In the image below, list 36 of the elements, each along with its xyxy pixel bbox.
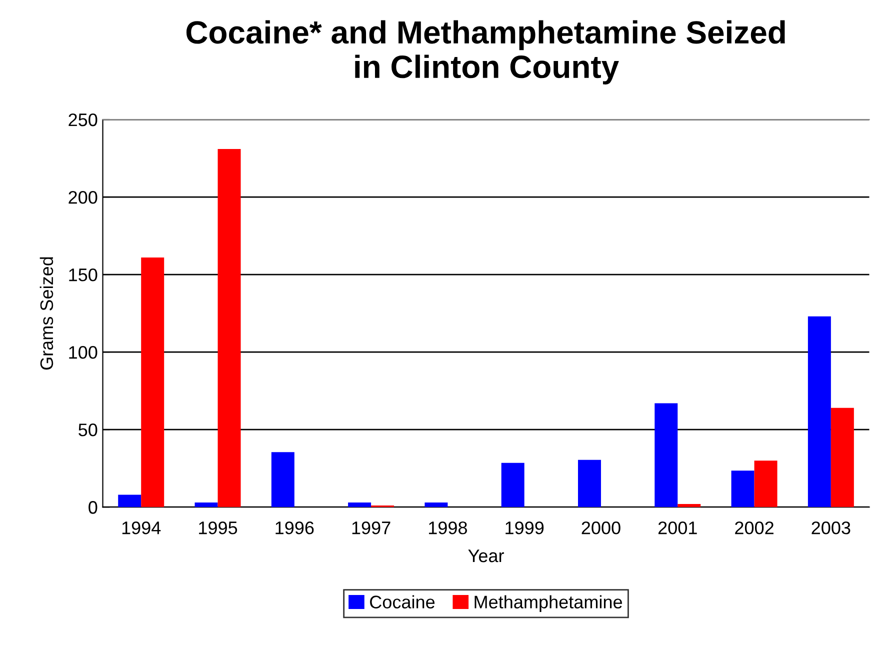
bar bbox=[808, 316, 831, 508]
bar bbox=[830, 408, 854, 508]
y-tick-label: 0 bbox=[88, 501, 98, 514]
x-tick-label: 2003 bbox=[812, 521, 850, 534]
bar bbox=[424, 502, 448, 508]
bar bbox=[194, 502, 218, 508]
legend-label: Methamphetamine bbox=[474, 595, 622, 612]
x-tick-label: 1995 bbox=[199, 521, 238, 534]
y-tick-label: 100 bbox=[69, 346, 98, 359]
bar bbox=[654, 403, 678, 508]
x-tick-label: 2001 bbox=[658, 521, 697, 534]
y-tick-label: 250 bbox=[68, 113, 98, 126]
bar bbox=[754, 460, 778, 508]
x-tick-label: 1999 bbox=[506, 521, 544, 534]
x-tick-label: 1994 bbox=[122, 521, 161, 534]
x-tick-label: 1997 bbox=[352, 521, 390, 534]
x-tick-label: 1998 bbox=[428, 521, 467, 534]
bar bbox=[141, 257, 164, 508]
y-tick-label: 200 bbox=[68, 190, 98, 204]
y-axis-title: Grams Seized bbox=[40, 257, 54, 370]
y-tick-label: 150 bbox=[69, 268, 98, 282]
x-tick-label: 1996 bbox=[276, 521, 314, 534]
y-tick-label: 50 bbox=[78, 424, 98, 436]
bar bbox=[348, 502, 372, 508]
bar bbox=[678, 504, 701, 508]
x-axis-title: Year bbox=[468, 550, 504, 562]
x-tick-label: 2002 bbox=[735, 521, 774, 534]
bar bbox=[218, 148, 241, 508]
legend-label: Cocaine bbox=[370, 595, 435, 608]
bar bbox=[578, 460, 601, 508]
x-tick-label: 2000 bbox=[582, 521, 620, 534]
chart-title: Cocaine* and Methamphetamine Seized in Clinton County bbox=[186, 20, 785, 84]
bar bbox=[731, 470, 754, 508]
bar bbox=[271, 452, 294, 508]
bar bbox=[118, 494, 142, 508]
bar bbox=[501, 462, 524, 508]
